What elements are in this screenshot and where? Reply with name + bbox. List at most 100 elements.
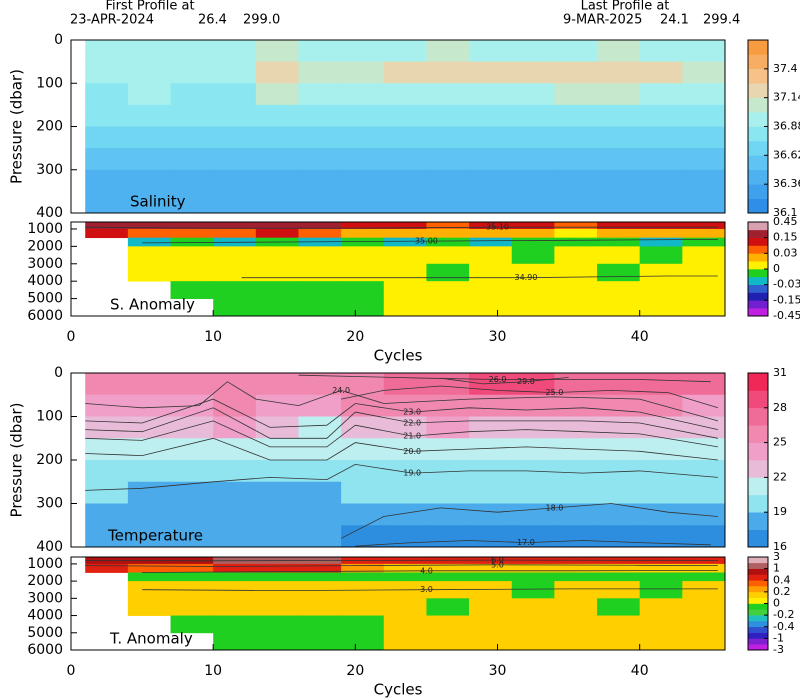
cell: [554, 481, 598, 504]
last-profile-title: Last Profile at: [581, 0, 670, 14]
cell: [341, 632, 385, 650]
cell: [341, 191, 385, 213]
cell: [213, 563, 257, 573]
cell: [213, 263, 257, 282]
cell: [85, 525, 129, 547]
cell: [383, 281, 427, 299]
cell: [469, 416, 513, 439]
colorbar-band: [748, 155, 768, 171]
cell: [597, 104, 641, 127]
cell: [682, 525, 725, 547]
colorbar-tick-label: -0.2: [773, 608, 794, 621]
cell: [255, 598, 299, 616]
contour-line: [142, 570, 718, 573]
cell: [341, 460, 385, 483]
cell: [469, 563, 513, 573]
cell: [170, 126, 214, 149]
colorbar-band: [748, 97, 768, 113]
cell: [170, 61, 214, 84]
cell: [255, 460, 299, 483]
colorbar-band: [748, 568, 768, 575]
x-tick-label: 30: [489, 663, 507, 679]
cell: [511, 83, 555, 106]
colorbar-tick-label: 25: [773, 436, 787, 449]
cell: [469, 222, 513, 230]
cell: [85, 126, 129, 149]
y-axis-label: Pressure (dbar): [8, 403, 26, 518]
cell: [127, 394, 171, 417]
cell: [127, 61, 171, 84]
cell: [511, 169, 555, 192]
cell: [597, 169, 641, 192]
colorbar-band: [748, 292, 768, 301]
cell: [682, 148, 725, 171]
colorbar-band: [748, 557, 768, 564]
contour-label: 24.0: [332, 386, 350, 395]
colorbar-band: [748, 198, 768, 214]
cell: [426, 563, 470, 573]
cell: [213, 126, 257, 149]
colorbar-tick-label: -0.45: [773, 309, 800, 322]
cell: [255, 373, 299, 396]
cell: [127, 481, 171, 504]
cell: [255, 263, 299, 282]
cell: [127, 191, 171, 213]
plot-area: [85, 40, 725, 213]
contour-line: [341, 385, 719, 409]
cell: [639, 632, 683, 650]
cell: [426, 503, 470, 526]
cell: [170, 481, 214, 504]
colorbar-band: [748, 586, 768, 593]
cell: [298, 237, 342, 247]
colorbar-tick-label: 0.2: [773, 585, 791, 598]
cell: [426, 246, 470, 265]
cell: [298, 572, 342, 582]
cell: [426, 40, 470, 63]
cell: [426, 416, 470, 439]
cell: [554, 237, 598, 247]
cell: [426, 222, 470, 230]
colorbar-tick-label: 0.15: [773, 231, 798, 244]
cell: [511, 237, 555, 247]
plot-area: 6.05.0 4.0 3.0: [85, 557, 725, 650]
cell: [85, 222, 129, 230]
cell: [597, 503, 641, 526]
cell: [511, 191, 555, 213]
y-tick-label: 100: [36, 75, 63, 91]
colorbar-tick-label: 1: [773, 562, 780, 575]
y-tick-label: 4000: [27, 608, 63, 624]
cell: [213, 281, 257, 299]
colorbar-band: [748, 300, 768, 309]
colorbar-tick-label: 3: [773, 550, 780, 563]
cell: [682, 572, 725, 582]
cell: [682, 563, 725, 573]
cell: [426, 61, 470, 84]
y-tick-label: 400: [36, 539, 63, 555]
cell: [682, 581, 725, 599]
y-tick-label: 6000: [27, 308, 63, 324]
contour-label: 17.0: [517, 538, 535, 547]
cell: [554, 615, 598, 634]
cell: [511, 373, 555, 396]
colorbar-tick-label: 0: [773, 597, 780, 610]
cell: [298, 615, 342, 634]
cell: [213, 148, 257, 171]
panel-label: Temperature: [107, 527, 203, 545]
cell: [383, 572, 427, 582]
colorbar-band: [748, 632, 768, 639]
cell: [511, 40, 555, 63]
colorbar-band: [748, 620, 768, 628]
cell: [298, 503, 342, 526]
cell: [511, 394, 555, 417]
cell: [682, 281, 725, 299]
cell: [341, 416, 385, 439]
cell: [426, 191, 470, 213]
cell: [383, 126, 427, 149]
cell: [298, 438, 342, 461]
cell: [639, 148, 683, 171]
cell: [511, 615, 555, 634]
cell: [426, 263, 470, 282]
cell: [554, 460, 598, 483]
cell: [341, 438, 385, 461]
cell: [383, 169, 427, 192]
